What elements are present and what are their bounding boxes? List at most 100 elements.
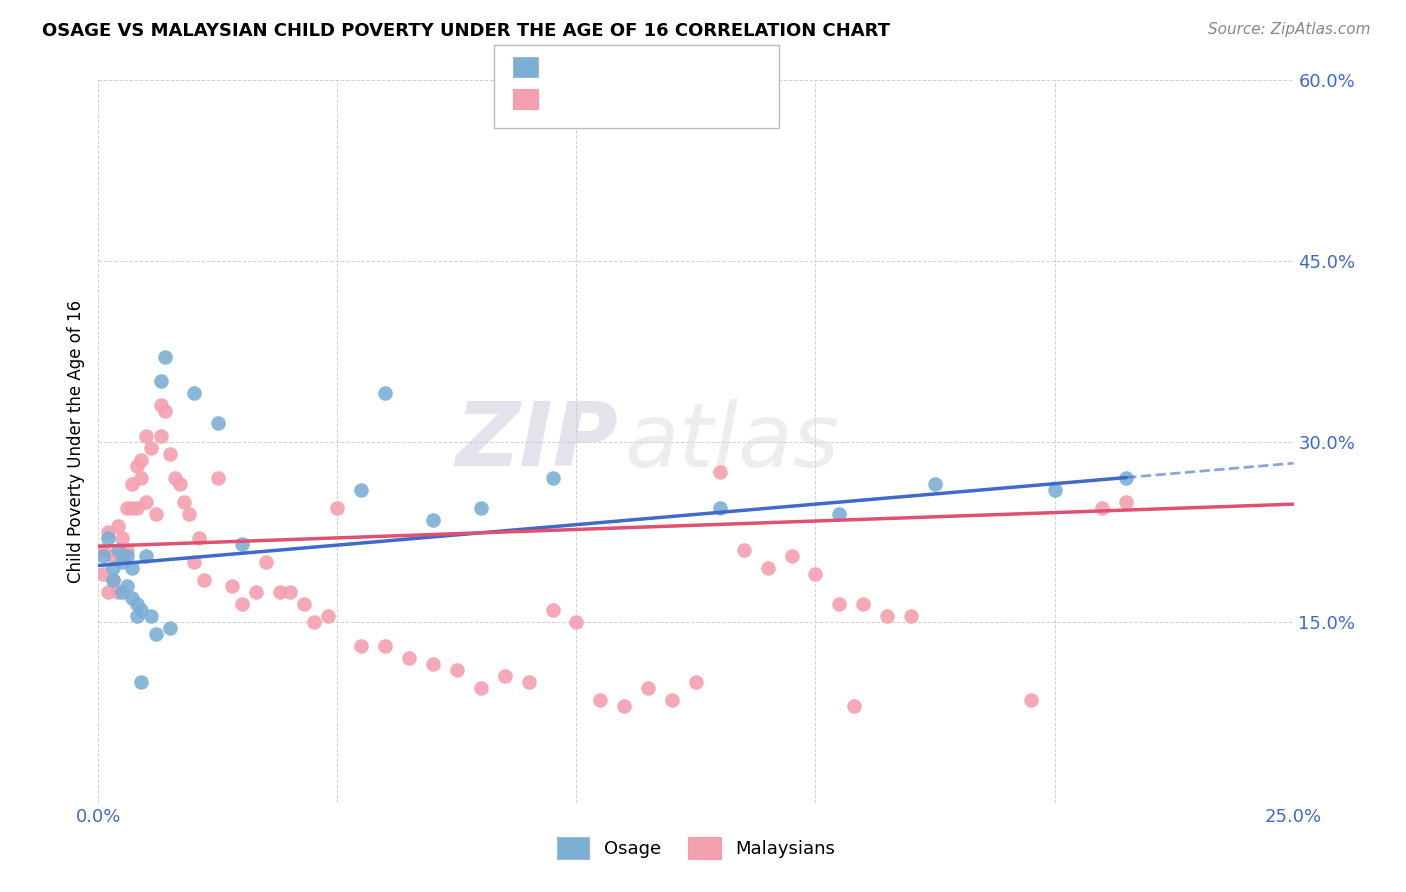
Point <box>374 386 396 401</box>
Point <box>517 675 540 690</box>
Text: OSAGE VS MALAYSIAN CHILD POVERTY UNDER THE AGE OF 16 CORRELATION CHART: OSAGE VS MALAYSIAN CHILD POVERTY UNDER T… <box>42 22 890 40</box>
Point <box>254 555 277 569</box>
Point <box>131 675 153 690</box>
Point <box>193 573 215 587</box>
Point <box>661 693 683 707</box>
Point <box>135 494 157 508</box>
Point <box>685 675 707 690</box>
Point <box>115 542 138 557</box>
Point <box>541 603 564 617</box>
Point <box>1043 483 1066 497</box>
Point <box>709 500 731 515</box>
Point <box>101 573 124 587</box>
Point <box>91 549 114 563</box>
Point <box>97 524 120 539</box>
Point <box>115 579 138 593</box>
Point <box>115 500 138 515</box>
Text: atlas: atlas <box>624 399 839 484</box>
Point <box>179 507 201 521</box>
Point <box>121 561 143 575</box>
Point <box>231 597 253 611</box>
Point <box>111 549 134 563</box>
Point <box>159 446 181 460</box>
Point <box>245 585 267 599</box>
Point <box>221 579 243 593</box>
Point <box>125 597 148 611</box>
Text: R = 0.048   N = 72: R = 0.048 N = 72 <box>550 90 734 108</box>
Point <box>613 699 636 714</box>
Point <box>91 567 114 582</box>
Point <box>1115 470 1137 484</box>
Point <box>541 470 564 484</box>
Point <box>115 549 138 563</box>
Point <box>107 585 129 599</box>
Point <box>780 549 803 563</box>
Point <box>145 627 167 641</box>
Text: R = 0.257   N = 34: R = 0.257 N = 34 <box>550 58 734 76</box>
Point <box>125 458 148 473</box>
Point <box>169 476 191 491</box>
Point <box>111 555 134 569</box>
Point <box>446 664 468 678</box>
Point <box>125 609 148 624</box>
Point <box>828 597 851 611</box>
Point <box>131 452 153 467</box>
Point <box>422 513 444 527</box>
Point <box>278 585 301 599</box>
Point <box>121 591 143 605</box>
Point <box>924 476 946 491</box>
Point <box>470 500 492 515</box>
Text: Source: ZipAtlas.com: Source: ZipAtlas.com <box>1208 22 1371 37</box>
Point <box>107 542 129 557</box>
Point <box>111 585 134 599</box>
Point <box>121 476 143 491</box>
Point <box>97 585 120 599</box>
Point <box>145 507 167 521</box>
Point <box>828 507 851 521</box>
Point <box>187 531 209 545</box>
Y-axis label: Child Poverty Under the Age of 16: Child Poverty Under the Age of 16 <box>66 300 84 583</box>
Point <box>121 500 143 515</box>
Point <box>139 609 162 624</box>
Point <box>269 585 291 599</box>
Point <box>131 603 153 617</box>
Point <box>326 500 349 515</box>
Point <box>207 470 229 484</box>
Point <box>231 537 253 551</box>
Point <box>91 542 114 557</box>
Point <box>589 693 612 707</box>
Point <box>159 621 181 635</box>
Point <box>173 494 195 508</box>
Point <box>733 542 755 557</box>
Point <box>149 374 172 388</box>
Point <box>207 417 229 431</box>
Text: ZIP: ZIP <box>456 398 619 485</box>
Point <box>900 609 922 624</box>
Point <box>1091 500 1114 515</box>
Point <box>155 350 177 364</box>
Point <box>709 465 731 479</box>
Point <box>107 518 129 533</box>
Point <box>135 549 157 563</box>
Point <box>149 428 172 442</box>
Point <box>135 428 157 442</box>
Point <box>131 470 153 484</box>
Point <box>97 531 120 545</box>
Point <box>470 681 492 696</box>
Point <box>101 573 124 587</box>
Point <box>565 615 588 630</box>
Point <box>292 597 315 611</box>
Point <box>316 609 339 624</box>
Point <box>101 561 124 575</box>
Point <box>374 639 396 653</box>
Legend: Osage, Malaysians: Osage, Malaysians <box>550 830 842 866</box>
Point <box>125 500 148 515</box>
Point <box>183 386 205 401</box>
Point <box>637 681 659 696</box>
Point <box>1115 494 1137 508</box>
Point <box>876 609 898 624</box>
Point <box>350 639 373 653</box>
Point <box>1019 693 1042 707</box>
Point <box>804 567 827 582</box>
Point <box>398 651 420 665</box>
